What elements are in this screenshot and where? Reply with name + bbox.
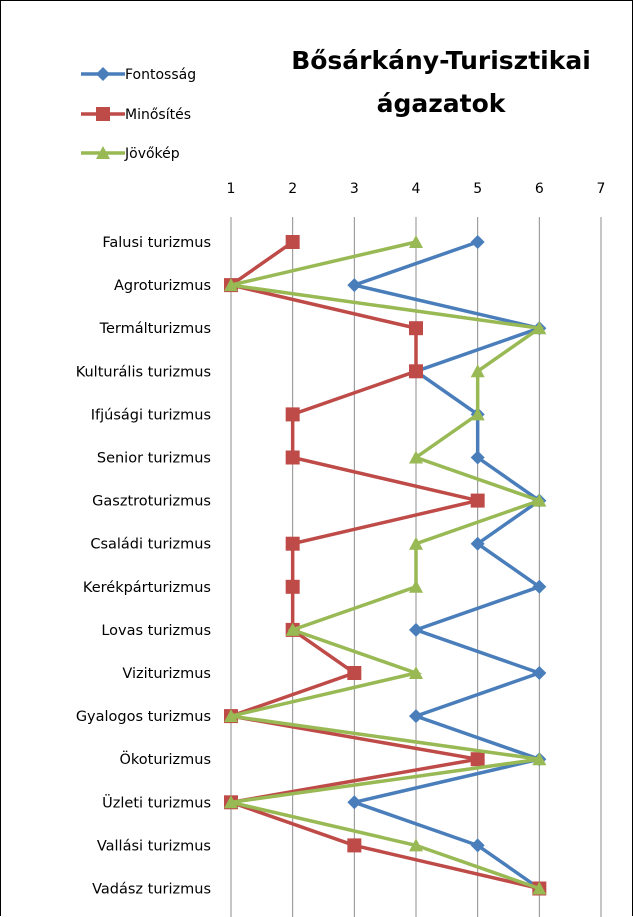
x-tick-label: 7 xyxy=(597,181,606,197)
data-point xyxy=(224,709,238,723)
legend-label: Jövőkép xyxy=(124,146,180,162)
category-label: Agroturizmus xyxy=(114,278,211,294)
category-labels: Falusi turizmus Agroturizmus Termálturizmu… xyxy=(76,235,211,898)
data-point xyxy=(470,838,485,853)
x-tick-label: 2 xyxy=(288,181,297,197)
category-label: Ifjúsági turizmus xyxy=(91,407,211,423)
category-label: Viziturizmus xyxy=(122,666,211,682)
series-2 xyxy=(224,235,547,896)
category-label: Senior turizmus xyxy=(97,451,211,467)
data-point xyxy=(532,579,547,594)
series-lines xyxy=(224,235,547,896)
series-line xyxy=(348,240,546,890)
data-point xyxy=(409,235,423,248)
data-point xyxy=(347,666,362,680)
data-point xyxy=(470,450,485,465)
data-point xyxy=(285,407,300,422)
legend-item: Jövőkép xyxy=(81,146,180,162)
data-point xyxy=(285,579,300,594)
legend-marker xyxy=(96,107,110,121)
data-point xyxy=(470,407,485,421)
category-label: Lovas turizmus xyxy=(101,623,211,639)
x-axis-ticks: 1 2 3 4 5 6 7 xyxy=(227,181,606,197)
data-point xyxy=(470,235,485,249)
category-label: Kulturális turizmus xyxy=(76,364,211,380)
chart-title-line-2: ágazatok xyxy=(377,89,507,118)
data-point xyxy=(224,795,238,809)
x-tick-label: 5 xyxy=(473,181,482,197)
legend-label: Minősítés xyxy=(125,107,191,123)
data-point xyxy=(532,752,547,766)
data-point xyxy=(470,536,485,551)
category-label: Falusi turizmus xyxy=(102,235,211,251)
legend-marker xyxy=(96,67,110,81)
category-label: Gasztroturizmus xyxy=(92,494,211,510)
data-point xyxy=(347,795,362,810)
category-label: Ökoturizmus xyxy=(119,750,211,768)
data-point xyxy=(532,881,547,895)
data-point xyxy=(347,278,362,293)
data-point xyxy=(409,666,423,679)
data-point xyxy=(532,321,547,335)
x-tick-label: 1 xyxy=(227,181,236,197)
data-point xyxy=(409,838,423,852)
x-tick-label: 4 xyxy=(412,181,421,197)
data-point xyxy=(409,579,423,593)
legend-item: Minősítés xyxy=(81,107,191,123)
category-label: Termálturizmus xyxy=(99,321,211,337)
chart-title-line-1: Bősárkány-Turisztikai xyxy=(291,46,591,75)
data-point xyxy=(470,364,485,378)
legend-label: Fontosság xyxy=(125,67,196,83)
data-point xyxy=(224,278,238,292)
category-label: Vallási turizmus xyxy=(97,838,211,854)
category-label: Üzleti turizmus xyxy=(102,793,211,811)
chart-title: Bősárkány-Turisztikai ágazatok xyxy=(291,46,591,118)
legend-marker xyxy=(96,146,110,159)
series-line xyxy=(230,240,545,891)
data-point xyxy=(470,493,485,508)
category-label: Családi turizmus xyxy=(90,537,211,553)
data-point xyxy=(409,364,423,379)
legend: Fontosság Minősítés Jövőkép xyxy=(81,67,196,162)
series-line xyxy=(224,240,540,891)
series-3 xyxy=(224,235,547,895)
data-point xyxy=(285,622,300,636)
data-point xyxy=(285,450,300,465)
data-point xyxy=(409,709,423,724)
data-point xyxy=(532,666,547,680)
category-label: Vadász turizmus xyxy=(92,882,211,898)
data-point xyxy=(285,235,300,249)
data-point xyxy=(409,321,423,336)
legend-item: Fontosság xyxy=(81,67,196,83)
x-tick-label: 6 xyxy=(535,181,544,197)
x-tick-label: 3 xyxy=(350,181,359,197)
data-point xyxy=(470,752,485,767)
data-point xyxy=(409,622,423,637)
series-1 xyxy=(347,235,547,896)
data-point xyxy=(532,493,547,507)
data-point xyxy=(409,450,423,464)
category-label: Kerékpárturizmus xyxy=(83,580,211,596)
data-point xyxy=(285,536,300,551)
data-point xyxy=(347,838,362,853)
data-point xyxy=(409,536,423,550)
category-label: Gyalogos turizmus xyxy=(76,709,211,725)
